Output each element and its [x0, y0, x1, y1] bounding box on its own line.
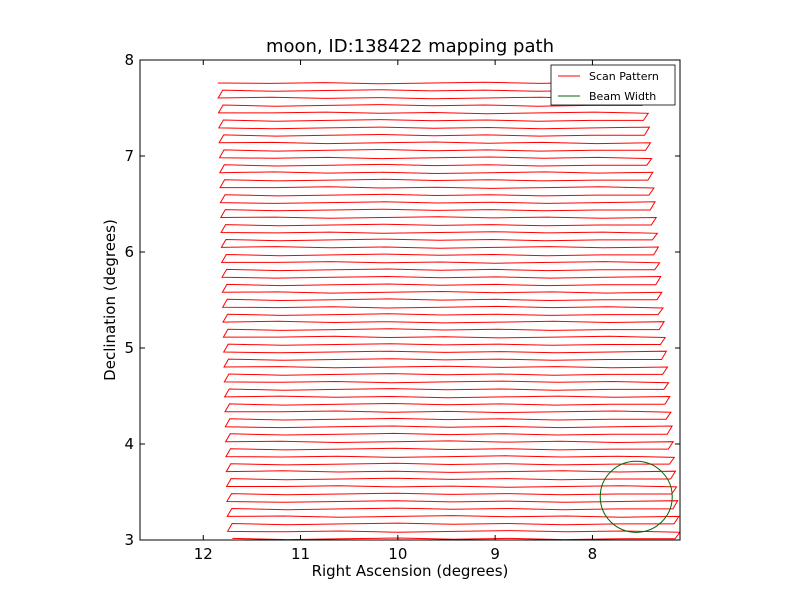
x-tick-label: 10: [388, 545, 407, 563]
legend-label-scan-pattern: Scan Pattern: [589, 70, 659, 83]
y-tick-label: 7: [124, 147, 134, 165]
x-tick-label: 11: [291, 545, 310, 563]
y-axis-label: Declination (degrees): [101, 219, 119, 381]
y-tick-label: 4: [124, 435, 134, 453]
y-tick-label: 5: [124, 339, 134, 357]
y-tick-label: 8: [124, 51, 134, 69]
y-tick-label: 3: [124, 531, 134, 549]
plot-frame: [139, 59, 681, 541]
y-tick-label: 6: [124, 243, 134, 261]
x-axis-label: Right Ascension (degrees): [312, 562, 509, 580]
x-tick-label: 8: [588, 545, 598, 563]
plot-area: [217, 81, 680, 540]
axis-ticks: 12 11 10 9 8 3 4 5 6 7 8: [124, 51, 680, 563]
chart-title: moon, ID:138422 mapping path: [266, 36, 554, 57]
x-tick-label: 12: [194, 545, 213, 563]
beam-width-circle: [599, 460, 673, 533]
legend-label-beam-width: Beam Width: [589, 90, 656, 103]
x-tick-label: 9: [490, 545, 500, 563]
legend: Scan Pattern Beam Width: [550, 64, 676, 106]
scan-pattern-line: [217, 81, 680, 540]
legend-box: [550, 64, 676, 106]
